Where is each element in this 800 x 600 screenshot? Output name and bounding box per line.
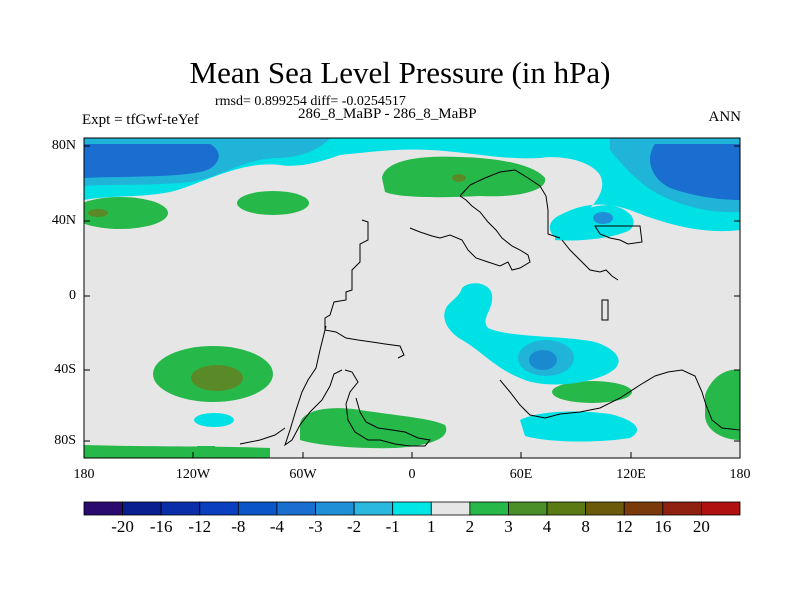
north-pacific-core: [88, 209, 108, 217]
colorbar-boxes: [83, 501, 741, 516]
colorbar-box: [353, 501, 394, 516]
colorbar-box: [83, 501, 123, 516]
y-tick-label: 80N: [51, 138, 76, 153]
x-tick-label: 120E: [616, 467, 646, 482]
sub-antarctic-island-a: [601, 299, 609, 321]
colorbar-level-label: 4: [542, 517, 552, 536]
colorbar-box: [701, 501, 741, 516]
colorbar-level-label: -2: [347, 517, 362, 536]
x-tick-label: 180: [729, 467, 751, 482]
southern-ocean-high: [300, 408, 447, 449]
colorbar-box: [160, 501, 201, 516]
x-tick-label: 60E: [509, 467, 533, 482]
east-asia-core: [593, 212, 613, 224]
indian-ocean-deep-core: [529, 350, 557, 370]
antarctica-peninsula-coast: [344, 369, 431, 447]
colorbar-level-label: -1: [385, 517, 400, 536]
east-asia-cyan: [555, 205, 634, 241]
north-america-coast: [324, 219, 405, 359]
season-label: ANN: [708, 109, 742, 125]
colorbar-box: [623, 501, 664, 516]
southern-indian-cyan: [520, 411, 638, 442]
x-tick-label: 60W: [289, 467, 317, 482]
colorbar-box: [508, 501, 548, 516]
asia-north-coast: [459, 169, 561, 239]
australia-coast: [594, 225, 643, 245]
north-pacific-high: [84, 197, 168, 229]
y-tick-label: 0: [69, 288, 76, 303]
axis-ticks: [83, 145, 741, 458]
experiment-label: Expt = tfGwf-teYef: [82, 112, 199, 128]
colorbar-box: [585, 501, 625, 516]
coastlines: [239, 169, 741, 447]
colorbar-level-label: 8: [581, 517, 590, 536]
antarctica-main-coast: [499, 369, 741, 431]
colorbar-box: [276, 501, 316, 516]
colorbar-box: [199, 501, 239, 516]
east-pacific-southern-high: [705, 369, 740, 440]
indian-ocean-low: [444, 283, 619, 385]
antarctic-green-strip: [84, 445, 270, 458]
colorbar-level-label: 3: [504, 517, 513, 536]
x-tick-label: 180: [73, 467, 95, 482]
greenland-high: [237, 191, 309, 215]
colorbar-level-label: 1: [427, 517, 436, 536]
asia-east-coast: [561, 239, 619, 281]
colorbar-box: [469, 501, 509, 516]
colorbar-level-label: -12: [188, 517, 212, 536]
contour-fill-layer: [84, 138, 740, 458]
south-pacific-core: [191, 365, 243, 391]
colorbar-level-label: -4: [269, 517, 285, 536]
arctic-core-east: [650, 144, 740, 200]
cases-label: 286_8_MaBP - 286_8_MaBP: [298, 106, 477, 122]
south-america-coast: [284, 325, 343, 447]
arctic-core-west: [84, 144, 219, 178]
colorbar-level-label: 12: [615, 517, 633, 536]
map-title: Mean Sea Level Pressure (in hPa): [189, 55, 611, 90]
colorbar-level-label: -8: [231, 517, 246, 536]
south-indian-high: [552, 381, 632, 403]
colorbar-level-label: 2: [465, 517, 475, 536]
stats-line: rmsd= 0.899254 diff= -0.0254517: [215, 94, 406, 109]
y-tick-label: 40N: [51, 213, 76, 228]
europe-africa-coast: [409, 195, 531, 271]
colorbar-level-label: 20: [692, 517, 710, 536]
colorbar-box: [315, 501, 355, 516]
colorbar-level-label: 16: [654, 517, 672, 536]
colorbar-level-label: -16: [149, 517, 173, 536]
colorbar-box: [392, 501, 432, 516]
colorbar-box: [546, 501, 587, 516]
south-pacific-green-fleck: [197, 446, 215, 450]
colorbar-box: [237, 501, 278, 516]
colorbar-box: [122, 501, 162, 516]
y-tick-label: 80S: [54, 433, 76, 448]
y-tick-label: 40S: [54, 362, 76, 377]
colorbar-level-label: -20: [111, 517, 134, 536]
colorbar-box: [662, 501, 702, 516]
colorbar-box: [430, 501, 471, 516]
colorbar-level-label: -3: [308, 517, 323, 536]
eurasia-core: [452, 174, 466, 182]
tasman-cyan: [194, 413, 234, 427]
x-tick-label: 0: [408, 467, 416, 482]
x-tick-label: 120W: [175, 467, 211, 482]
southern-ocean-left-coast: [239, 427, 286, 445]
